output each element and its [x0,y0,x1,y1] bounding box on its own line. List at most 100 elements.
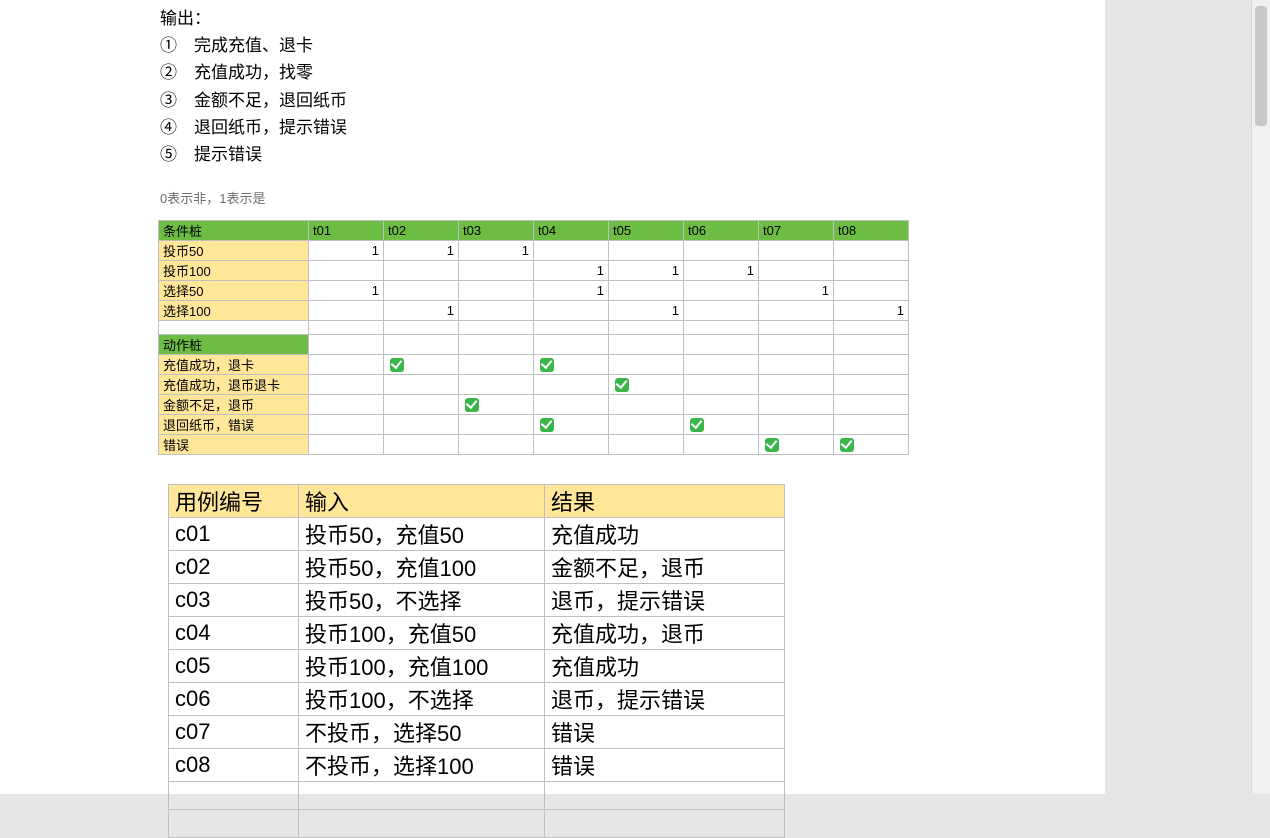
t-column-header: t07 [759,221,834,241]
testcase-column-header: 用例编号 [169,485,299,518]
testcase-cell: 不投币，选择50 [299,716,545,749]
testcase-cell: 充值成功 [545,650,785,683]
action-cell [684,415,759,435]
condition-cell [609,241,684,261]
condition-cell [684,301,759,321]
action-cell [609,415,684,435]
testcase-cell: 投币50，充值50 [299,518,545,551]
testcase-cell: 金额不足，退币 [545,551,785,584]
testcase-cell: 投币100，不选择 [299,683,545,716]
condition-cell [759,241,834,261]
action-cell [309,355,384,375]
condition-row-label: 投币100 [159,261,309,281]
t-column-header: t05 [609,221,684,241]
action-header-cell [684,335,759,355]
action-cell [834,435,909,455]
action-header-cell [534,335,609,355]
action-header-cell [309,335,384,355]
condition-cell [534,301,609,321]
gap-cell [534,321,609,335]
condition-cell: 1 [534,281,609,301]
action-cell [534,375,609,395]
action-cell [534,435,609,455]
output-item: ④ 退回纸币，提示错误 [160,114,347,141]
action-cell [684,355,759,375]
testcase-cell: 退币，提示错误 [545,584,785,617]
condition-cell: 1 [834,301,909,321]
action-cell [384,375,459,395]
condition-cell [459,301,534,321]
condition-cell: 1 [384,241,459,261]
condition-cell: 1 [609,261,684,281]
condition-cell: 1 [309,281,384,301]
check-icon [615,378,629,392]
condition-cell [759,261,834,281]
gap-cell [459,321,534,335]
condition-cell: 1 [384,301,459,321]
output-title: 输出： [160,5,347,32]
action-cell [609,355,684,375]
output-list: 输出： ① 完成充值、退卡 ② 充值成功，找零 ③ 金额不足，退回纸币 ④ 退回… [160,5,347,168]
condition-cell [684,241,759,261]
condition-row-label: 投币50 [159,241,309,261]
condition-cell [834,241,909,261]
action-cell [384,395,459,415]
t-column-header: t03 [459,221,534,241]
action-cell [309,435,384,455]
action-cell [609,395,684,415]
gap-cell [384,321,459,335]
empty-cell [169,782,299,810]
condition-row-label: 选择100 [159,301,309,321]
output-item: ⑤ 提示错误 [160,141,347,168]
testcase-column-header: 输入 [299,485,545,518]
t-column-header: t04 [534,221,609,241]
action-cell [759,375,834,395]
action-cell [759,395,834,415]
action-header-cell [609,335,684,355]
testcase-cell: c03 [169,584,299,617]
testcase-cell: c02 [169,551,299,584]
testcase-cell: 投币100，充值100 [299,650,545,683]
condition-cell: 1 [759,281,834,301]
empty-cell [299,810,545,838]
vertical-scrollbar[interactable] [1251,0,1270,794]
testcase-cell: c05 [169,650,299,683]
testcase-cell: 投币50，不选择 [299,584,545,617]
action-row-label: 错误 [159,435,309,455]
condition-row-label: 选择50 [159,281,309,301]
t-column-header: t01 [309,221,384,241]
action-cell [834,415,909,435]
t-column-header: t02 [384,221,459,241]
action-cell [459,355,534,375]
condition-cell [309,261,384,281]
action-header-cell [384,335,459,355]
action-header: 动作桩 [159,335,309,355]
document-page: 输出： ① 完成充值、退卡 ② 充值成功，找零 ③ 金额不足，退回纸币 ④ 退回… [0,0,1105,794]
output-item: ③ 金额不足，退回纸币 [160,87,347,114]
check-icon [390,358,404,372]
decision-table: 条件桩t01t02t03t04t05t06t07t08投币50111投币1001… [158,220,909,455]
empty-cell [299,782,545,810]
empty-cell [169,810,299,838]
condition-cell [834,281,909,301]
output-item: ② 充值成功，找零 [160,59,347,86]
action-cell [459,375,534,395]
condition-cell: 1 [459,241,534,261]
scrollbar-thumb[interactable] [1255,6,1267,126]
action-cell [459,435,534,455]
action-row-label: 充值成功，退币退卡 [159,375,309,395]
action-cell [459,415,534,435]
action-cell [534,415,609,435]
action-cell [609,435,684,455]
action-cell [684,395,759,415]
testcase-cell: 充值成功 [545,518,785,551]
condition-cell [609,281,684,301]
condition-cell: 1 [534,261,609,281]
action-header-cell [834,335,909,355]
testcase-cell: 退币，提示错误 [545,683,785,716]
action-cell [759,355,834,375]
testcase-cell: 投币100，充值50 [299,617,545,650]
action-cell [384,415,459,435]
output-item: ① 完成充值、退卡 [160,32,347,59]
action-cell [834,375,909,395]
